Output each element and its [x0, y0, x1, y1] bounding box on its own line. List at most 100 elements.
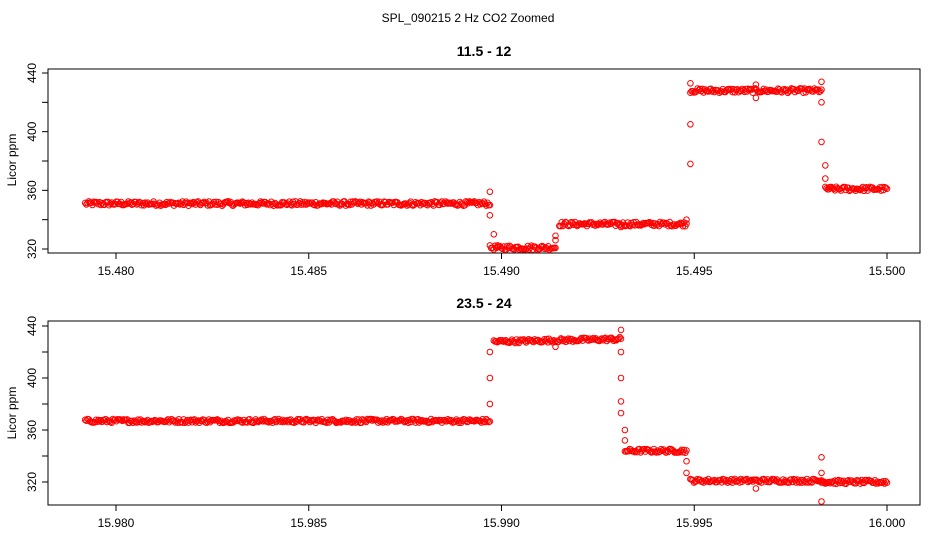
data-point	[818, 498, 825, 505]
data-point	[521, 337, 529, 345]
chart-title: 11.5 - 12	[457, 43, 512, 59]
data-point	[615, 335, 622, 342]
data-point	[335, 201, 342, 208]
data-point	[304, 200, 311, 207]
data-point	[621, 437, 629, 444]
x-tick-label: 15.985	[290, 516, 327, 530]
data-point	[376, 417, 383, 425]
x-tick-label: 15.990	[483, 516, 520, 530]
y-tick-label: 440	[25, 63, 39, 83]
data-point	[683, 469, 690, 477]
data-point	[174, 419, 181, 427]
data-point	[552, 343, 559, 351]
data-point	[874, 478, 881, 486]
data-point	[552, 232, 559, 240]
data-point	[486, 374, 494, 382]
y-tick-label: 320	[25, 472, 39, 492]
data-point	[825, 184, 833, 191]
data-point	[883, 479, 891, 487]
data-point	[281, 417, 288, 424]
data-point	[644, 219, 652, 227]
data-point	[492, 338, 500, 345]
data-point	[617, 223, 625, 231]
data-point	[851, 185, 858, 193]
x-tick-label: 15.485	[290, 264, 327, 278]
data-point	[709, 86, 717, 94]
chart-panel-1: 11.5 - 12 Licor ppm 15.480 15.485 15.490 15…	[5, 43, 921, 278]
data-point	[752, 94, 760, 102]
data-point	[191, 199, 198, 206]
data-point	[313, 417, 321, 424]
data-point	[617, 326, 625, 334]
x-tick-label: 15.480	[98, 264, 135, 278]
x-tick-label: 15.500	[869, 264, 906, 278]
data-point	[882, 184, 890, 192]
data-point	[258, 416, 266, 423]
data-point	[235, 199, 243, 207]
data-point	[490, 231, 498, 238]
data-point	[368, 417, 376, 424]
data-point	[687, 121, 694, 128]
y-tick-label: 320	[25, 239, 39, 259]
data-point	[486, 212, 494, 219]
data-point	[780, 478, 788, 486]
data-point	[486, 201, 494, 209]
x-tick-label: 15.490	[483, 264, 520, 278]
data-point	[822, 175, 829, 182]
data-point	[617, 398, 625, 405]
data-point	[606, 219, 614, 226]
data-point	[617, 374, 625, 382]
data-point	[617, 335, 625, 343]
data-point	[444, 200, 452, 207]
data-point	[818, 138, 825, 146]
data-point	[617, 409, 625, 417]
data-point	[752, 81, 760, 88]
chart-panel-2: 23.5 - 24 Licor ppm 15.980 15.985 15.990 15…	[5, 295, 921, 530]
x-tick-label: 15.980	[98, 516, 135, 530]
data-point	[590, 220, 598, 228]
data-point	[822, 162, 829, 169]
data-point	[817, 88, 824, 95]
data-point	[863, 476, 870, 484]
data-point	[524, 337, 531, 345]
x-tick-label: 15.995	[676, 516, 713, 530]
data-point	[683, 457, 690, 465]
plot-area: 15.980 15.985 15.990 15.995 16.000 320 360 400 4…	[25, 316, 921, 530]
data-point	[638, 221, 646, 228]
data-point	[687, 160, 694, 168]
data-point	[683, 447, 690, 454]
data-point	[552, 244, 559, 252]
y-tick-label: 400	[25, 368, 39, 388]
data-point	[621, 426, 629, 434]
x-tick-label: 15.495	[676, 264, 713, 278]
data-point	[752, 485, 760, 492]
data-point	[671, 221, 678, 228]
data-point	[486, 400, 494, 408]
data-point	[882, 478, 890, 485]
data-point	[616, 333, 624, 341]
y-tick-label: 360	[25, 420, 39, 440]
y-axis-label: Licor ppm	[5, 134, 19, 187]
data-point	[818, 86, 825, 93]
data-point	[486, 348, 494, 356]
data-point	[617, 348, 625, 356]
data-point	[818, 454, 825, 461]
data-point	[147, 417, 155, 425]
data-point	[96, 418, 103, 425]
data-point	[93, 418, 101, 426]
data-point	[548, 337, 555, 345]
plot-area: 15.480 15.485 15.490 15.495 15.500 320 360 400 4…	[25, 63, 921, 278]
data-point	[588, 336, 596, 343]
data-point	[107, 200, 114, 207]
data-point	[552, 236, 559, 244]
data-point	[818, 469, 825, 477]
data-point	[176, 419, 184, 426]
data-point	[883, 185, 891, 192]
data-point	[557, 222, 564, 230]
data-point	[97, 417, 105, 424]
data-point	[580, 220, 587, 228]
plot-frame	[47, 68, 921, 254]
chart-title: 23.5 - 24	[456, 295, 511, 311]
data-point	[640, 219, 647, 227]
